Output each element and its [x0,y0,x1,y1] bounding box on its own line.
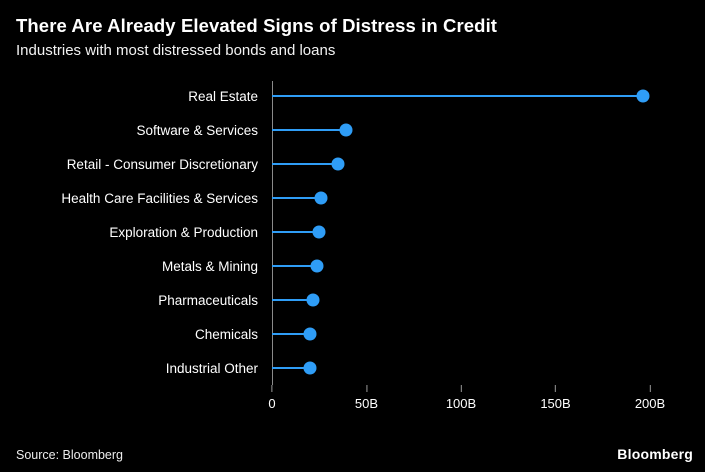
category-label: Real Estate [188,88,258,104]
chart-footer: Source: Bloomberg Bloomberg [16,446,693,462]
lollipop-dot [339,123,352,137]
x-axis-tick: 150B [540,385,571,412]
tick-label: 200B [634,396,666,412]
lollipop-dot [306,293,320,307]
lollipop-stem [272,299,314,302]
lollipop-dot [314,191,328,205]
row-track [272,317,649,351]
row-track [272,79,650,113]
tick-mark [365,385,367,393]
row-track [272,113,649,147]
category-label: Pharmaceuticals [158,292,258,308]
lollipop-stem [272,163,338,166]
lollipop-dot [303,361,317,375]
row-track [272,351,649,385]
lollipop-dot [331,157,345,171]
category-label: Metals & Mining [161,258,258,274]
chart-row: Exploration & Production [0,215,705,249]
lollipop-dot [303,327,317,341]
category-label: Software & Services [136,122,258,138]
tick-label: 0 [268,396,276,412]
tick-mark [649,385,651,393]
lollipop-chart: Real Estate Software & Services Retail - C… [0,79,705,417]
row-track [272,147,649,181]
x-axis: 0 50B 100B 150B 200B [268,385,665,417]
row-track [272,215,649,249]
x-axis-tick: 200B [635,385,665,411]
chart-header: There Are Already Elevated Signs of Dist… [0,0,705,59]
tick-label: 150B [540,396,571,412]
lollipop-stem [272,367,310,370]
chart-row: Real Estate [0,79,705,113]
lollipop-stem [272,197,321,200]
chart-row: Industrial Other [0,351,705,385]
source-label: Source: Bloomberg [16,448,124,462]
lollipop-stem [272,265,318,268]
lollipop-stem [272,95,644,98]
chart-row: Pharmaceuticals [0,283,705,317]
chart-rows: Real Estate Software & Services Retail - C… [0,79,705,386]
row-track [272,181,649,215]
chart-row: Health Care Facilities & Services [0,181,705,215]
zero-axis-line [272,81,273,386]
lollipop-stem [272,333,310,336]
chart-row: Software & Services [0,113,705,147]
lollipop-stem [272,231,320,234]
row-track [272,249,649,283]
lollipop-stem [272,129,346,132]
chart-subtitle: Industries with most distressed bonds an… [16,42,336,60]
x-axis-tick: 100B [446,385,476,411]
category-label: Health Care Facilities & Services [61,190,258,206]
x-axis-tick: 0 [268,385,276,412]
category-label: Exploration & Production [109,224,258,240]
chart-row: Chemicals [0,317,705,351]
lollipop-dot [312,225,326,239]
tick-label: 100B [445,396,477,412]
bloomberg-logo: Bloomberg [617,446,693,462]
lollipop-dot [310,259,324,273]
x-axis-tick: 50B [355,385,378,411]
tick-mark [555,385,556,393]
tick-label: 50B [354,396,379,412]
tick-mark [271,385,273,393]
category-label: Industrial Other [165,360,258,376]
category-label: Chemicals [194,326,258,342]
chart-title: There Are Already Elevated Signs of Dist… [16,15,498,36]
tick-mark [460,385,462,393]
chart-row: Retail - Consumer Discretionary [0,147,705,181]
row-track [272,283,649,317]
lollipop-dot [636,89,650,103]
category-label: Retail - Consumer Discretionary [66,156,258,172]
chart-row: Metals & Mining [0,249,705,283]
